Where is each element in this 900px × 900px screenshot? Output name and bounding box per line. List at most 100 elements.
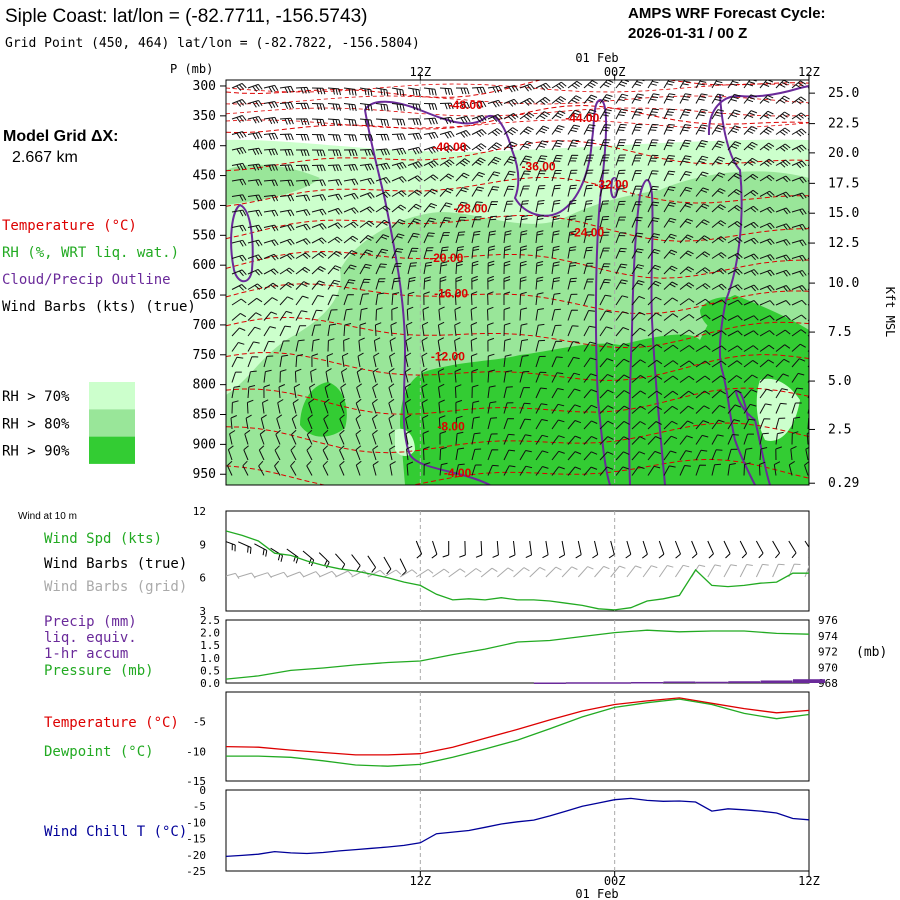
xs-wind-barb xyxy=(279,296,294,306)
xs-wind-barb xyxy=(679,298,695,306)
legend-1hr-accum: 1-hr accum xyxy=(44,646,128,662)
precip-y-axis: 0.00.51.01.52.02.5 xyxy=(200,614,220,690)
xs-wind-barb xyxy=(615,295,629,306)
xs-wind-barb xyxy=(487,322,494,337)
xs-wind-barb xyxy=(647,108,660,120)
xs-wind-barb xyxy=(471,245,480,259)
wind-barb-grid xyxy=(464,568,482,578)
xs-wind-barb xyxy=(743,447,753,461)
xs-wind-barb xyxy=(519,155,532,166)
xs-wind-barb xyxy=(343,87,357,96)
xs-wind-barb xyxy=(775,223,791,231)
xs-wind-barb xyxy=(711,252,727,259)
xs-wind-barb xyxy=(311,309,323,321)
xs-wind-barb xyxy=(599,124,612,135)
pressure-y-tick-label: 968 xyxy=(818,677,838,690)
xs-wind-barb xyxy=(455,276,463,290)
xs-wind-barb xyxy=(551,403,565,414)
xs-wind-barb xyxy=(679,171,692,182)
wind-barb-grid xyxy=(594,565,610,578)
temperature-contour-label: -48.00 xyxy=(449,98,483,112)
xs-wind-barb xyxy=(231,131,247,139)
xs-wind-barb xyxy=(631,421,646,430)
xs-wind-barb xyxy=(631,201,643,213)
xs-wind-barb xyxy=(519,402,531,414)
xs-wind-barb xyxy=(279,354,289,368)
xs-wind-barb xyxy=(423,462,431,476)
xs-wind-barb xyxy=(359,103,373,112)
xs-wind-barb xyxy=(775,329,791,337)
wind-barb-grid xyxy=(755,563,769,578)
xs-wind-barb xyxy=(759,158,775,167)
xs-wind-barb xyxy=(727,268,743,276)
xs-wind-barb xyxy=(423,217,437,228)
xs-wind-barb xyxy=(487,369,496,383)
xs-wind-barb xyxy=(311,208,327,216)
xs-wind-barb xyxy=(695,345,711,352)
xs-wind-barb xyxy=(679,108,692,120)
wind-barb-true xyxy=(383,556,392,575)
xs-wind-barb xyxy=(407,189,423,197)
xs-wind-barb xyxy=(295,209,311,216)
xs-wind-barb xyxy=(663,265,678,275)
xs-wind-barb xyxy=(743,433,754,445)
xs-wind-barb xyxy=(695,80,708,89)
xs-wind-barb xyxy=(631,390,647,399)
xs-wind-barb xyxy=(583,310,595,321)
xs-wind-barb xyxy=(231,298,247,306)
xs-wind-barb xyxy=(471,216,482,228)
xs-wind-barb xyxy=(599,310,612,321)
xs-wind-barb xyxy=(775,373,789,383)
xs-wind-barb xyxy=(231,327,246,337)
wind-chill-panel: Wind Chill T (°C) -25 -20 -15 -10 -5 0 xyxy=(44,784,810,878)
xs-wind-barb xyxy=(311,266,326,275)
xs-wind-barb xyxy=(599,231,610,244)
xs-wind-barb xyxy=(407,247,419,259)
wind-barb-true xyxy=(525,540,532,559)
xs-wind-barb xyxy=(247,268,263,276)
wind-chill-y-tick-label: 0 xyxy=(199,784,206,797)
xs-wind-barb xyxy=(246,399,254,414)
xs-wind-barb xyxy=(647,328,663,337)
xs-wind-barb xyxy=(343,118,357,127)
xs-wind-barb xyxy=(247,209,263,217)
xs-wind-barb xyxy=(328,149,342,157)
xs-wind-barb xyxy=(423,232,435,244)
temperature-contour-label: -12.00 xyxy=(431,350,465,364)
xs-wind-barb xyxy=(663,233,677,244)
xs-wind-barb xyxy=(263,164,278,172)
xs-wind-barb xyxy=(375,133,390,141)
wind-barb-grid xyxy=(335,570,353,578)
xs-wind-barb xyxy=(391,176,407,183)
xs-wind-barb xyxy=(327,118,341,127)
xs-wind-barb xyxy=(615,374,630,383)
xs-wind-barb xyxy=(343,149,358,157)
xs-wind-barb xyxy=(567,80,583,89)
xs-wind-barb xyxy=(327,87,341,96)
wind-chill-y-tick-label: -20 xyxy=(186,849,206,862)
xs-wind-barb xyxy=(391,87,405,97)
xs-wind-barb xyxy=(503,141,518,151)
xs-wind-barb xyxy=(471,143,487,152)
xs-wind-barb xyxy=(455,172,470,182)
pressure-tick-label: 700 xyxy=(193,318,216,333)
xs-wind-barb xyxy=(279,253,295,260)
wind-barb-grid xyxy=(804,565,809,578)
pressure-tick-label: 500 xyxy=(193,198,216,213)
xs-wind-barb xyxy=(663,313,679,321)
xs-wind-barb xyxy=(471,448,482,461)
xs-wind-barb xyxy=(679,202,693,213)
xs-wind-barb xyxy=(359,293,369,306)
xs-wind-barb xyxy=(727,125,741,135)
temperature-panel: Temperature (°C) Dewpoint (°C) -15 -10 -5 xyxy=(44,691,810,788)
xs-wind-barb xyxy=(788,460,795,476)
temperature-contour xyxy=(226,283,809,315)
xs-wind-barb xyxy=(247,147,263,156)
xs-wind-barb xyxy=(791,192,807,200)
wind-y-tick-label: 12 xyxy=(193,505,206,518)
xs-wind-barb xyxy=(791,343,806,352)
xs-wind-barb xyxy=(647,436,662,445)
xs-wind-barb xyxy=(775,402,787,414)
xs-wind-barb xyxy=(421,352,428,368)
temperature-contour xyxy=(226,215,809,242)
